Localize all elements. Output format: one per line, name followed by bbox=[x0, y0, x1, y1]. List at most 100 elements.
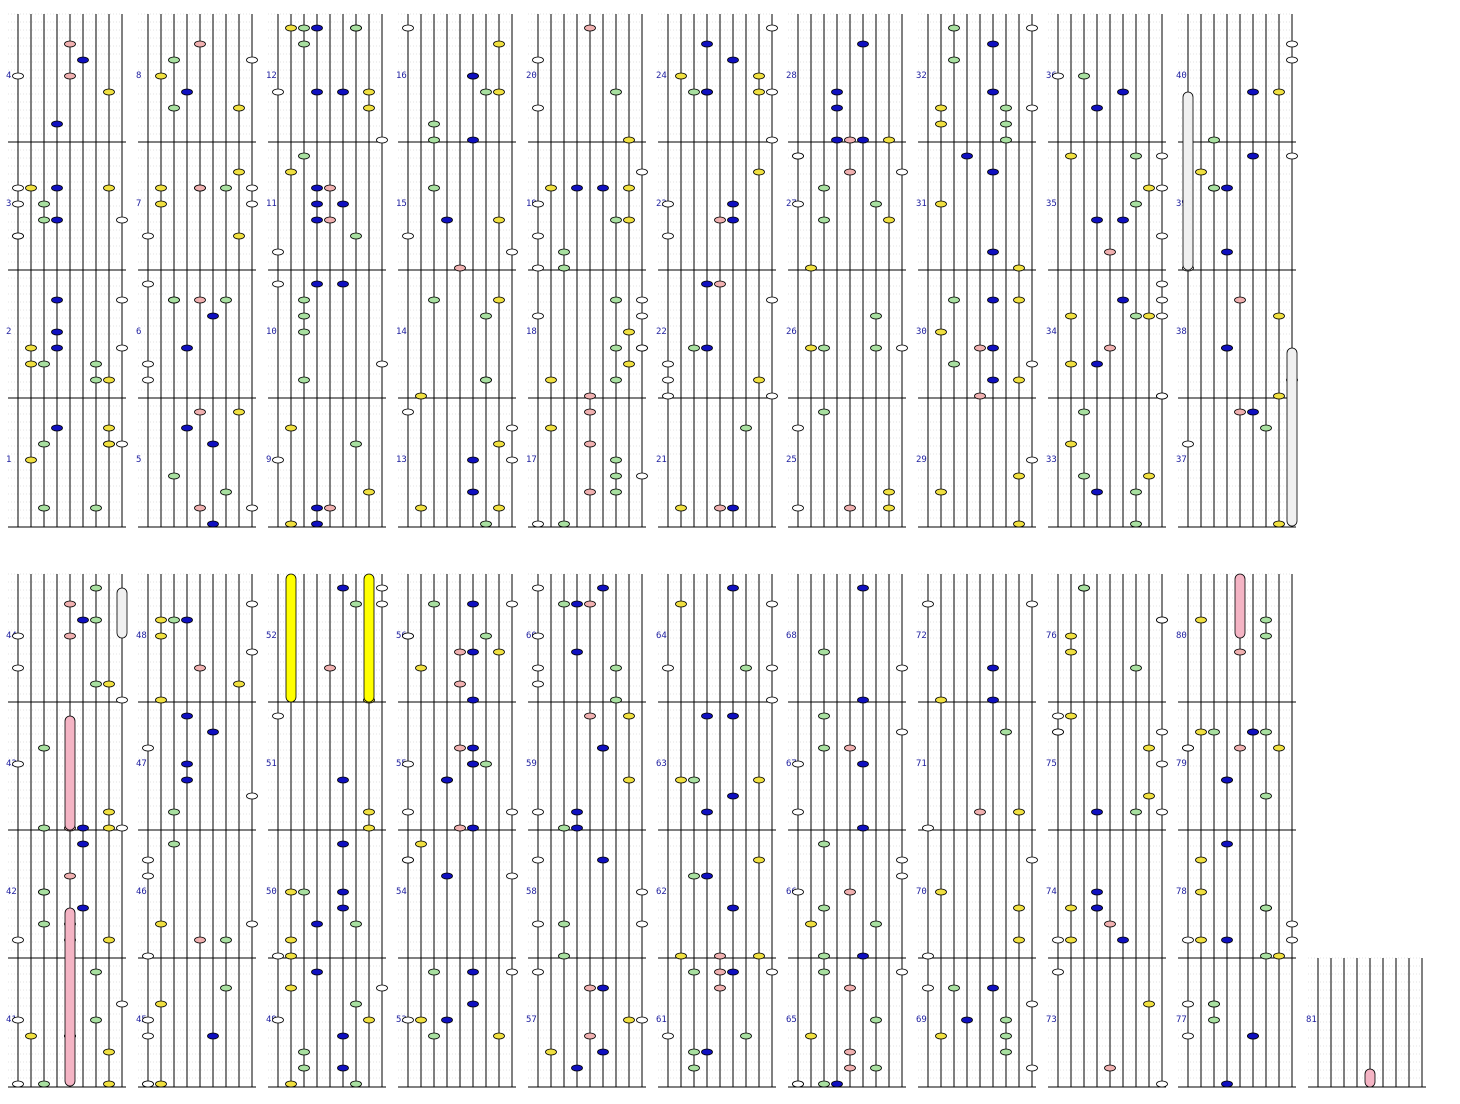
note-yellow bbox=[753, 168, 765, 176]
note-green bbox=[168, 56, 180, 64]
note-yellow bbox=[363, 88, 375, 96]
note-yellow bbox=[1013, 376, 1025, 384]
note-white bbox=[662, 1032, 674, 1040]
note-white bbox=[896, 872, 908, 880]
note-pink bbox=[64, 600, 76, 608]
note-pink bbox=[64, 72, 76, 80]
measure-number: 8 bbox=[136, 71, 141, 81]
measure-number: 10 bbox=[266, 327, 277, 337]
note-yellow bbox=[1195, 888, 1207, 896]
note-white bbox=[662, 664, 674, 672]
note-yellow bbox=[155, 184, 167, 192]
note-yellow bbox=[935, 488, 947, 496]
note-yellow bbox=[935, 120, 947, 128]
note-green bbox=[1130, 664, 1142, 672]
note-pink bbox=[974, 392, 986, 400]
note-blue bbox=[571, 808, 583, 816]
note-white bbox=[766, 136, 778, 144]
note-yellow bbox=[1143, 472, 1155, 480]
note-blue bbox=[311, 216, 323, 224]
note-yellow bbox=[103, 424, 115, 432]
note-white bbox=[12, 760, 24, 768]
note-blue bbox=[571, 184, 583, 192]
measure-number: 26 bbox=[786, 327, 797, 337]
note-yellow bbox=[493, 296, 505, 304]
note-white bbox=[272, 248, 284, 256]
note-white bbox=[402, 232, 414, 240]
note-yellow bbox=[883, 216, 895, 224]
note-blue bbox=[1221, 344, 1233, 352]
note-yellow bbox=[623, 136, 635, 144]
note-blue bbox=[337, 280, 349, 288]
note-blue bbox=[1117, 296, 1129, 304]
note-yellow bbox=[285, 424, 297, 432]
note-white bbox=[1156, 232, 1168, 240]
note-blue bbox=[337, 1032, 349, 1040]
note-white bbox=[142, 744, 154, 752]
note-green bbox=[38, 504, 50, 512]
note-blue bbox=[311, 920, 323, 928]
note-yellow bbox=[623, 712, 635, 720]
note-white bbox=[142, 952, 154, 960]
note-green bbox=[870, 1016, 882, 1024]
note-green bbox=[818, 840, 830, 848]
note-white bbox=[1156, 616, 1168, 624]
note-blue bbox=[857, 952, 869, 960]
note-pink bbox=[454, 824, 466, 832]
note-green bbox=[688, 776, 700, 784]
note-blue bbox=[181, 712, 193, 720]
note-blue bbox=[51, 120, 63, 128]
note-yellow bbox=[805, 920, 817, 928]
note-blue bbox=[51, 184, 63, 192]
note-yellow bbox=[363, 808, 375, 816]
note-yellow bbox=[1143, 1000, 1155, 1008]
note-blue bbox=[441, 216, 453, 224]
note-green bbox=[610, 664, 622, 672]
note-blue bbox=[1221, 776, 1233, 784]
note-yellow bbox=[1195, 168, 1207, 176]
measure-number: 64 bbox=[656, 631, 667, 641]
note-blue bbox=[77, 56, 89, 64]
note-blue bbox=[987, 40, 999, 48]
note-green bbox=[740, 424, 752, 432]
note-white bbox=[922, 824, 934, 832]
note-white bbox=[506, 600, 518, 608]
note-white bbox=[792, 1080, 804, 1088]
note-green bbox=[90, 616, 102, 624]
note-white bbox=[636, 1016, 648, 1024]
note-pink bbox=[194, 504, 206, 512]
note-white bbox=[792, 888, 804, 896]
note-yellow bbox=[545, 1048, 557, 1056]
note-blue bbox=[1247, 152, 1259, 160]
note-blue bbox=[467, 744, 479, 752]
note-white bbox=[896, 968, 908, 976]
note-white bbox=[1182, 1000, 1194, 1008]
note-blue bbox=[207, 312, 219, 320]
note-white bbox=[142, 376, 154, 384]
note-blue bbox=[701, 808, 713, 816]
note-white bbox=[766, 296, 778, 304]
note-blue bbox=[1091, 104, 1103, 112]
note-pink bbox=[324, 216, 336, 224]
note-pink bbox=[1104, 1064, 1116, 1072]
note-blue bbox=[77, 840, 89, 848]
note-green bbox=[1000, 136, 1012, 144]
note-blue bbox=[1221, 248, 1233, 256]
note-yellow bbox=[285, 1080, 297, 1088]
note-blue bbox=[857, 584, 869, 592]
measure-number: 5 bbox=[136, 455, 141, 465]
note-blue bbox=[831, 88, 843, 96]
note-green bbox=[818, 1080, 830, 1088]
note-white bbox=[142, 280, 154, 288]
note-white bbox=[402, 808, 414, 816]
note-white bbox=[506, 424, 518, 432]
note-white bbox=[896, 168, 908, 176]
note-green bbox=[688, 872, 700, 880]
measure-number: 33 bbox=[1046, 455, 1057, 465]
hold-note-white bbox=[1286, 347, 1298, 527]
note-green bbox=[1130, 312, 1142, 320]
note-yellow bbox=[935, 104, 947, 112]
note-pink bbox=[194, 184, 206, 192]
note-white bbox=[1286, 40, 1298, 48]
